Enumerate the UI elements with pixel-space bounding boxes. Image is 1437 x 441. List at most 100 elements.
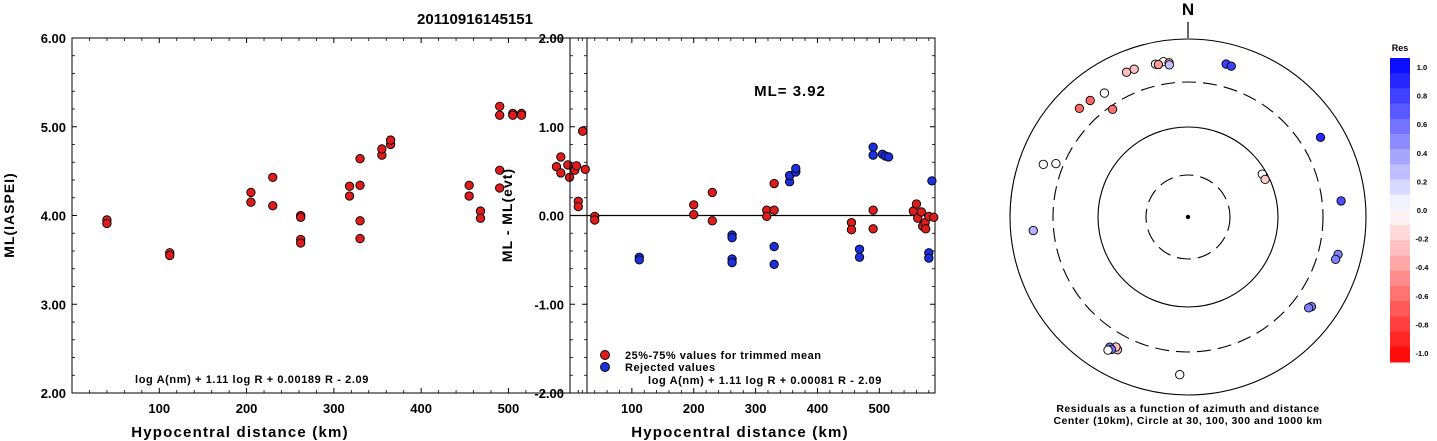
left-y-ticks: 2.00 3.00 4.00 5.00 6.00 [41,31,587,401]
distance-circle [1145,174,1231,260]
colorbar-cell [1390,103,1410,120]
legend-marker-rejected [600,362,610,372]
colorbar-cell [1390,194,1410,211]
colorbar-cell [1390,331,1410,348]
residual-point [634,255,644,265]
colorbar-cell [1390,88,1410,105]
left-y-axis-label: ML(IASPEI) [1,172,17,257]
colorbar-cell [1390,149,1410,165]
left-formula: log A(nm) + 1.11 log R + 0.00189 R - 2.0… [135,374,369,386]
data-point [551,162,562,172]
data-point [355,233,365,244]
residual-point [854,252,865,262]
residual-point [868,205,878,215]
data-point [344,181,355,191]
data-point [385,135,396,145]
epicenter-dot [1185,214,1191,220]
y-tick-label: 0.00 [539,209,564,224]
y-tick-label: 2.00 [41,386,66,401]
figure-title: 20110916145151 [417,11,533,28]
middle-x-axis-label: Hypocentral distance (km) [631,424,849,441]
middle-chart: -2.00 -1.00 0.00 1.00 2.00 100 200 300 400 500 M… [499,31,939,441]
residual-point [769,178,779,189]
colorbar-cell [1390,346,1410,363]
colorbar-tick-label: 0.4 [1417,149,1428,158]
colorbar-tick-label: 0.2 [1417,177,1427,186]
middle-y-axis-label: ML - ML(evt) [499,168,515,262]
data-point [571,161,582,171]
residual-point [868,142,878,152]
colorbar-cells [1390,58,1410,363]
residual-point [846,225,857,235]
data-point [296,238,306,248]
station-point [1129,64,1139,74]
station-point [1175,370,1185,380]
data-point [102,218,112,229]
colorbar-tick-label: -0.4 [1416,263,1430,272]
colorbar-cell [1390,240,1410,257]
y-tick-label: 5.00 [41,120,66,135]
data-point [268,172,278,182]
station-point [1153,59,1164,70]
colorbar-cell [1390,225,1410,241]
data-point [355,216,365,226]
colorbar-cell [1390,58,1410,74]
distance-circle [1052,81,1324,353]
residual-point [929,212,939,222]
residual-point [791,163,801,174]
data-point [508,110,518,120]
station-point [1315,132,1326,143]
y-tick-label: 2.00 [539,31,564,46]
polar-caption-line2: Center (10km), Circle at 30, 100, 300 an… [1053,415,1322,427]
colorbar-cell [1390,316,1410,333]
data-point [495,183,505,193]
station-point [1085,95,1095,106]
data-point [246,197,256,207]
colorbar-tick-label: 0.6 [1417,120,1427,129]
left-x-ticks: 100 200 300 400 500 [71,38,579,416]
residual-point [707,216,717,226]
colorbar-cell [1390,210,1410,226]
residual-point [590,215,600,225]
residual-point [883,152,894,162]
residual-point [854,244,865,254]
middle-y-ticks: -2.00 -1.00 0.00 1.00 2.00 [534,31,935,401]
polar-chart: N Residuals as a function of azimuth and… [1009,0,1367,427]
station-point [1103,345,1113,355]
station-point [1121,67,1132,77]
residual-point [927,176,937,186]
station-point [1028,225,1038,236]
data-point [556,168,566,178]
colorbar-tick-label: 1.0 [1417,63,1427,72]
data-point [495,165,505,175]
colorbar-tick-label: -0.6 [1416,292,1429,301]
x-tick-label: 100 [148,401,170,416]
colorbar-cell [1390,286,1410,302]
residual-point [727,233,737,243]
y-tick-label: -1.00 [534,297,564,312]
colorbar-tick-label: -0.8 [1416,320,1429,329]
x-tick-label: 500 [868,401,890,416]
residual-point [916,207,927,217]
middle-formula: log A(nm) + 1.11 log R + 0.00081 R - 2.0… [648,375,882,387]
colorbar-cell [1390,270,1410,287]
middle-x-ticks: 100 200 300 400 500 [569,38,930,416]
x-tick-label: 300 [745,401,767,416]
colorbar-cell [1390,255,1410,272]
colorbar-tick-label: -1.0 [1416,349,1429,358]
station-point [1038,159,1048,169]
x-tick-label: 200 [683,401,705,416]
x-tick-label: 400 [807,401,829,416]
colorbar-tick-label: 0.8 [1417,92,1427,101]
station-point [1107,104,1118,114]
data-point [344,191,355,201]
colorbar-title: Res [1392,43,1409,53]
residual-point [769,241,779,252]
data-point [495,110,505,120]
x-tick-label: 400 [410,401,432,416]
data-point [580,164,590,175]
colorbar-tick-label: -0.2 [1416,235,1429,244]
residual-point [689,200,699,210]
residual-point [868,224,878,234]
